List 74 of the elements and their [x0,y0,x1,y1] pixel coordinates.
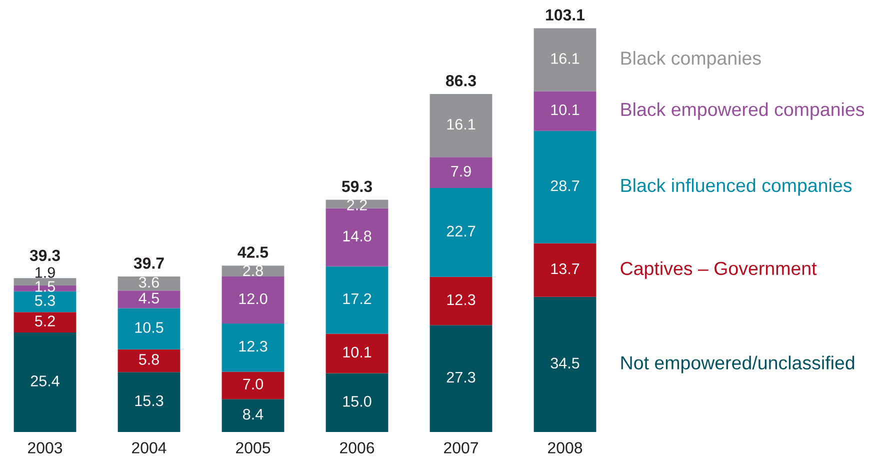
data-label: 7.9 [451,166,471,177]
series-label: Captives – Government [620,261,817,279]
bar [326,334,388,374]
data-label: 12.0 [239,293,268,304]
series-label: Black empowered companies [621,102,864,120]
data-label: 1.9 [36,267,55,278]
data-label: 16.1 [447,118,476,130]
bar [430,188,492,277]
data-label: 12.3 [239,340,268,352]
bar [534,91,596,131]
bar [118,372,180,432]
data-label: 27.3 [446,372,476,383]
bar [326,373,388,432]
total-label: 39.3 [30,250,60,262]
data-label: 16.1 [551,53,580,64]
data-label: 3.6 [138,276,159,288]
data-label: 10.1 [343,346,372,358]
x-tick-label: 2004 [132,442,166,454]
bar [222,372,284,400]
data-label: 4.5 [138,292,159,304]
bar [430,325,492,432]
data-label: 2.2 [347,200,367,210]
data-label: 10.5 [135,322,164,333]
series-label: Not empowered/unclassified [621,356,854,374]
x-tick-label: 2006 [340,442,374,454]
total-label: 59.3 [342,180,372,192]
series-label: Black influenced companies [621,178,852,196]
bar [534,296,596,432]
data-label: 7.0 [243,378,264,390]
data-label: 25.4 [30,376,60,386]
bar [222,324,284,372]
bar [430,157,492,188]
total-label: 42.5 [238,246,268,258]
bar [14,332,76,432]
data-label: 12.3 [447,294,476,306]
data-label: 2.8 [243,265,263,276]
bar [222,276,284,324]
total-label: 39.7 [134,258,164,269]
data-label: 8.4 [243,408,264,420]
data-label: 10.1 [551,104,580,116]
data-label: 17.2 [343,293,372,304]
x-tick-label: 2003 [28,442,62,454]
bar [118,276,180,291]
bar [118,308,180,350]
x-tick-label: 2007 [444,442,478,454]
bar [326,200,388,208]
data-label: 34.5 [550,358,580,369]
bar [534,28,596,92]
data-label: 14.8 [343,230,372,242]
bar [534,130,596,244]
data-label: 13.7 [551,263,580,274]
bar [118,290,180,308]
data-label: 1.5 [36,281,55,292]
data-label: 22.7 [446,226,476,236]
data-label: 5.3 [34,295,55,306]
bar [534,243,596,297]
series-label: Black companies [621,51,761,69]
total-label: 86.3 [446,75,476,86]
bar [118,349,180,372]
data-label: 5.2 [34,316,55,326]
total-label: 103.1 [546,9,585,21]
x-tick-label: 2008 [548,442,582,454]
data-label: 5.8 [138,354,159,365]
bar [14,291,76,312]
data-label: 15.3 [135,395,164,406]
bar [222,399,284,432]
bar [430,94,492,158]
bar [14,312,76,333]
bar [430,276,492,326]
data-label: 15.0 [343,396,372,407]
x-tick-label: 2005 [236,442,270,454]
bar [326,266,388,334]
data-label: 28.7 [550,180,580,192]
bar [222,266,284,277]
